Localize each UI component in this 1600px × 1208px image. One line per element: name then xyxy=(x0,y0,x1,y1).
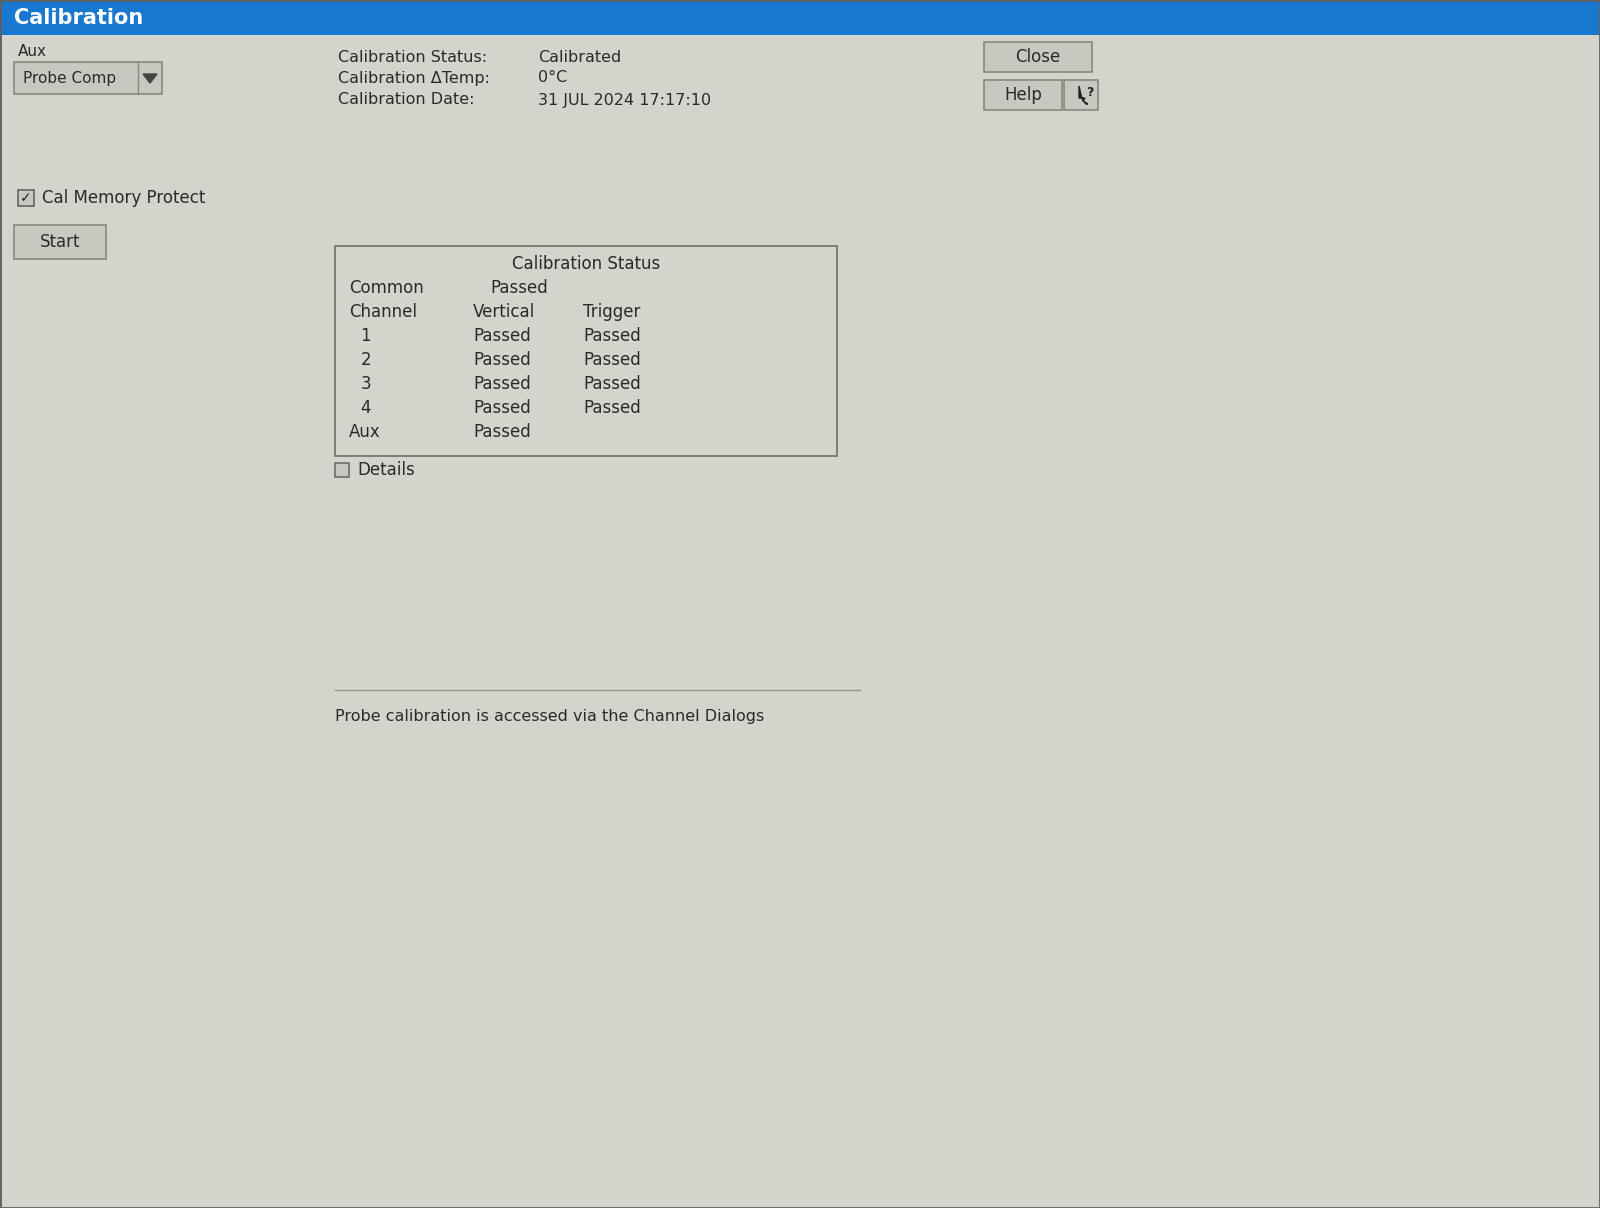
Text: Passed: Passed xyxy=(474,423,531,441)
Text: ✓: ✓ xyxy=(21,191,32,205)
FancyBboxPatch shape xyxy=(18,190,34,207)
Text: Start: Start xyxy=(40,233,80,251)
Text: Calibration ΔTemp:: Calibration ΔTemp: xyxy=(338,70,490,86)
Text: 4: 4 xyxy=(360,399,371,417)
FancyBboxPatch shape xyxy=(984,80,1062,110)
Text: Calibration Status: Calibration Status xyxy=(512,255,661,273)
Text: Aux: Aux xyxy=(18,45,46,59)
Text: Aux: Aux xyxy=(349,423,381,441)
FancyBboxPatch shape xyxy=(14,62,162,94)
Polygon shape xyxy=(1078,86,1088,104)
Text: Passed: Passed xyxy=(474,374,531,393)
Text: Probe Comp: Probe Comp xyxy=(22,70,117,86)
Text: Passed: Passed xyxy=(474,352,531,368)
Text: Trigger: Trigger xyxy=(582,303,640,321)
Text: ?: ? xyxy=(1086,86,1094,99)
FancyBboxPatch shape xyxy=(1064,80,1098,110)
Text: Help: Help xyxy=(1005,86,1042,104)
Polygon shape xyxy=(142,74,157,83)
Text: Channel: Channel xyxy=(349,303,418,321)
Text: 31 JUL 2024 17:17:10: 31 JUL 2024 17:17:10 xyxy=(538,93,710,108)
FancyBboxPatch shape xyxy=(984,42,1091,72)
Text: Cal Memory Protect: Cal Memory Protect xyxy=(42,188,205,207)
Text: Passed: Passed xyxy=(582,327,640,345)
Text: Passed: Passed xyxy=(474,327,531,345)
Text: Passed: Passed xyxy=(582,374,640,393)
Text: Calibrated: Calibrated xyxy=(538,51,621,65)
Text: Passed: Passed xyxy=(582,352,640,368)
Text: Probe calibration is accessed via the Channel Dialogs: Probe calibration is accessed via the Ch… xyxy=(334,709,765,724)
FancyBboxPatch shape xyxy=(334,463,349,477)
Bar xyxy=(0,0,1600,35)
Text: Passed: Passed xyxy=(490,279,547,297)
Text: Close: Close xyxy=(1016,48,1061,66)
Text: 0°C: 0°C xyxy=(538,70,568,86)
FancyBboxPatch shape xyxy=(334,246,837,455)
Text: Calibration Date:: Calibration Date: xyxy=(338,93,475,108)
Text: 1: 1 xyxy=(360,327,371,345)
Text: Calibration: Calibration xyxy=(14,7,144,28)
Text: Common: Common xyxy=(349,279,424,297)
Text: Calibration Status:: Calibration Status: xyxy=(338,51,486,65)
Text: Passed: Passed xyxy=(474,399,531,417)
Text: Vertical: Vertical xyxy=(474,303,536,321)
Text: 3: 3 xyxy=(360,374,371,393)
FancyBboxPatch shape xyxy=(14,225,106,259)
Text: 2: 2 xyxy=(360,352,371,368)
Text: Passed: Passed xyxy=(582,399,640,417)
Text: Details: Details xyxy=(357,461,414,480)
